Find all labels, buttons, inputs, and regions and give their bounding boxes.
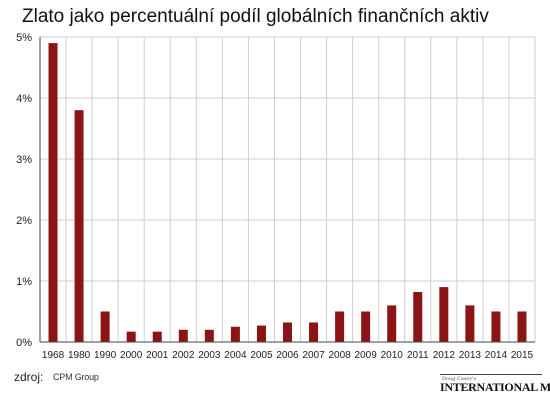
bar: [465, 305, 475, 342]
y-tick-label: 3%: [16, 154, 32, 166]
y-tick-label: 5%: [16, 32, 32, 44]
source-label: zdroj:: [14, 370, 44, 384]
x-tick-label: 2011: [407, 350, 429, 361]
bar: [439, 287, 449, 342]
bar: [361, 311, 371, 342]
x-tick-label: 2008: [328, 350, 351, 361]
bar: [100, 311, 110, 342]
x-tick-label: 2009: [355, 350, 378, 361]
brand-logo: Doug Casey's INTERNATIONAL MAN: [440, 374, 550, 395]
source-value: CPM Group: [53, 372, 99, 382]
bar: [283, 322, 292, 342]
y-tick-label: 4%: [16, 93, 32, 105]
bar: [491, 311, 501, 342]
bar: [126, 331, 136, 342]
bar: [74, 110, 84, 342]
x-tick-label: 2005: [250, 350, 273, 361]
x-tick-label: 2003: [198, 350, 221, 361]
y-tick-label: 1%: [16, 276, 32, 288]
bar: [517, 311, 527, 342]
y-tick-label: 2%: [16, 215, 32, 227]
logo-tagline: Doug Casey's: [442, 376, 477, 382]
logo-wordmark: INTERNATIONAL MAN: [440, 380, 550, 394]
x-tick-label: 2013: [459, 350, 482, 361]
x-tick-label: 2014: [485, 350, 508, 361]
bar: [152, 331, 162, 342]
bar: [413, 291, 423, 342]
bar: [256, 325, 266, 342]
x-tick-label: 2004: [224, 350, 247, 361]
x-tick-label: 1990: [94, 350, 117, 361]
y-tick-label: 0%: [16, 337, 32, 349]
x-tick-label: 2012: [433, 350, 456, 361]
x-tick-label: 1980: [68, 350, 91, 361]
bar: [204, 329, 214, 342]
bar: [335, 311, 345, 342]
bar: [48, 43, 58, 342]
bar: [230, 326, 240, 342]
bar: [309, 322, 319, 342]
bar: [387, 305, 397, 342]
bar: [178, 329, 188, 342]
x-tick-label: 2015: [511, 350, 534, 361]
x-tick-label: 1968: [42, 350, 65, 361]
x-tick-label: 2002: [172, 350, 195, 361]
x-tick-label: 2000: [120, 350, 143, 361]
x-tick-label: 2010: [381, 350, 404, 361]
x-tick-label: 2007: [302, 350, 325, 361]
x-tick-label: 2006: [276, 350, 299, 361]
chart-title: Zlato jako percentuální podíl globálních…: [22, 6, 489, 27]
x-tick-label: 2001: [146, 350, 169, 361]
